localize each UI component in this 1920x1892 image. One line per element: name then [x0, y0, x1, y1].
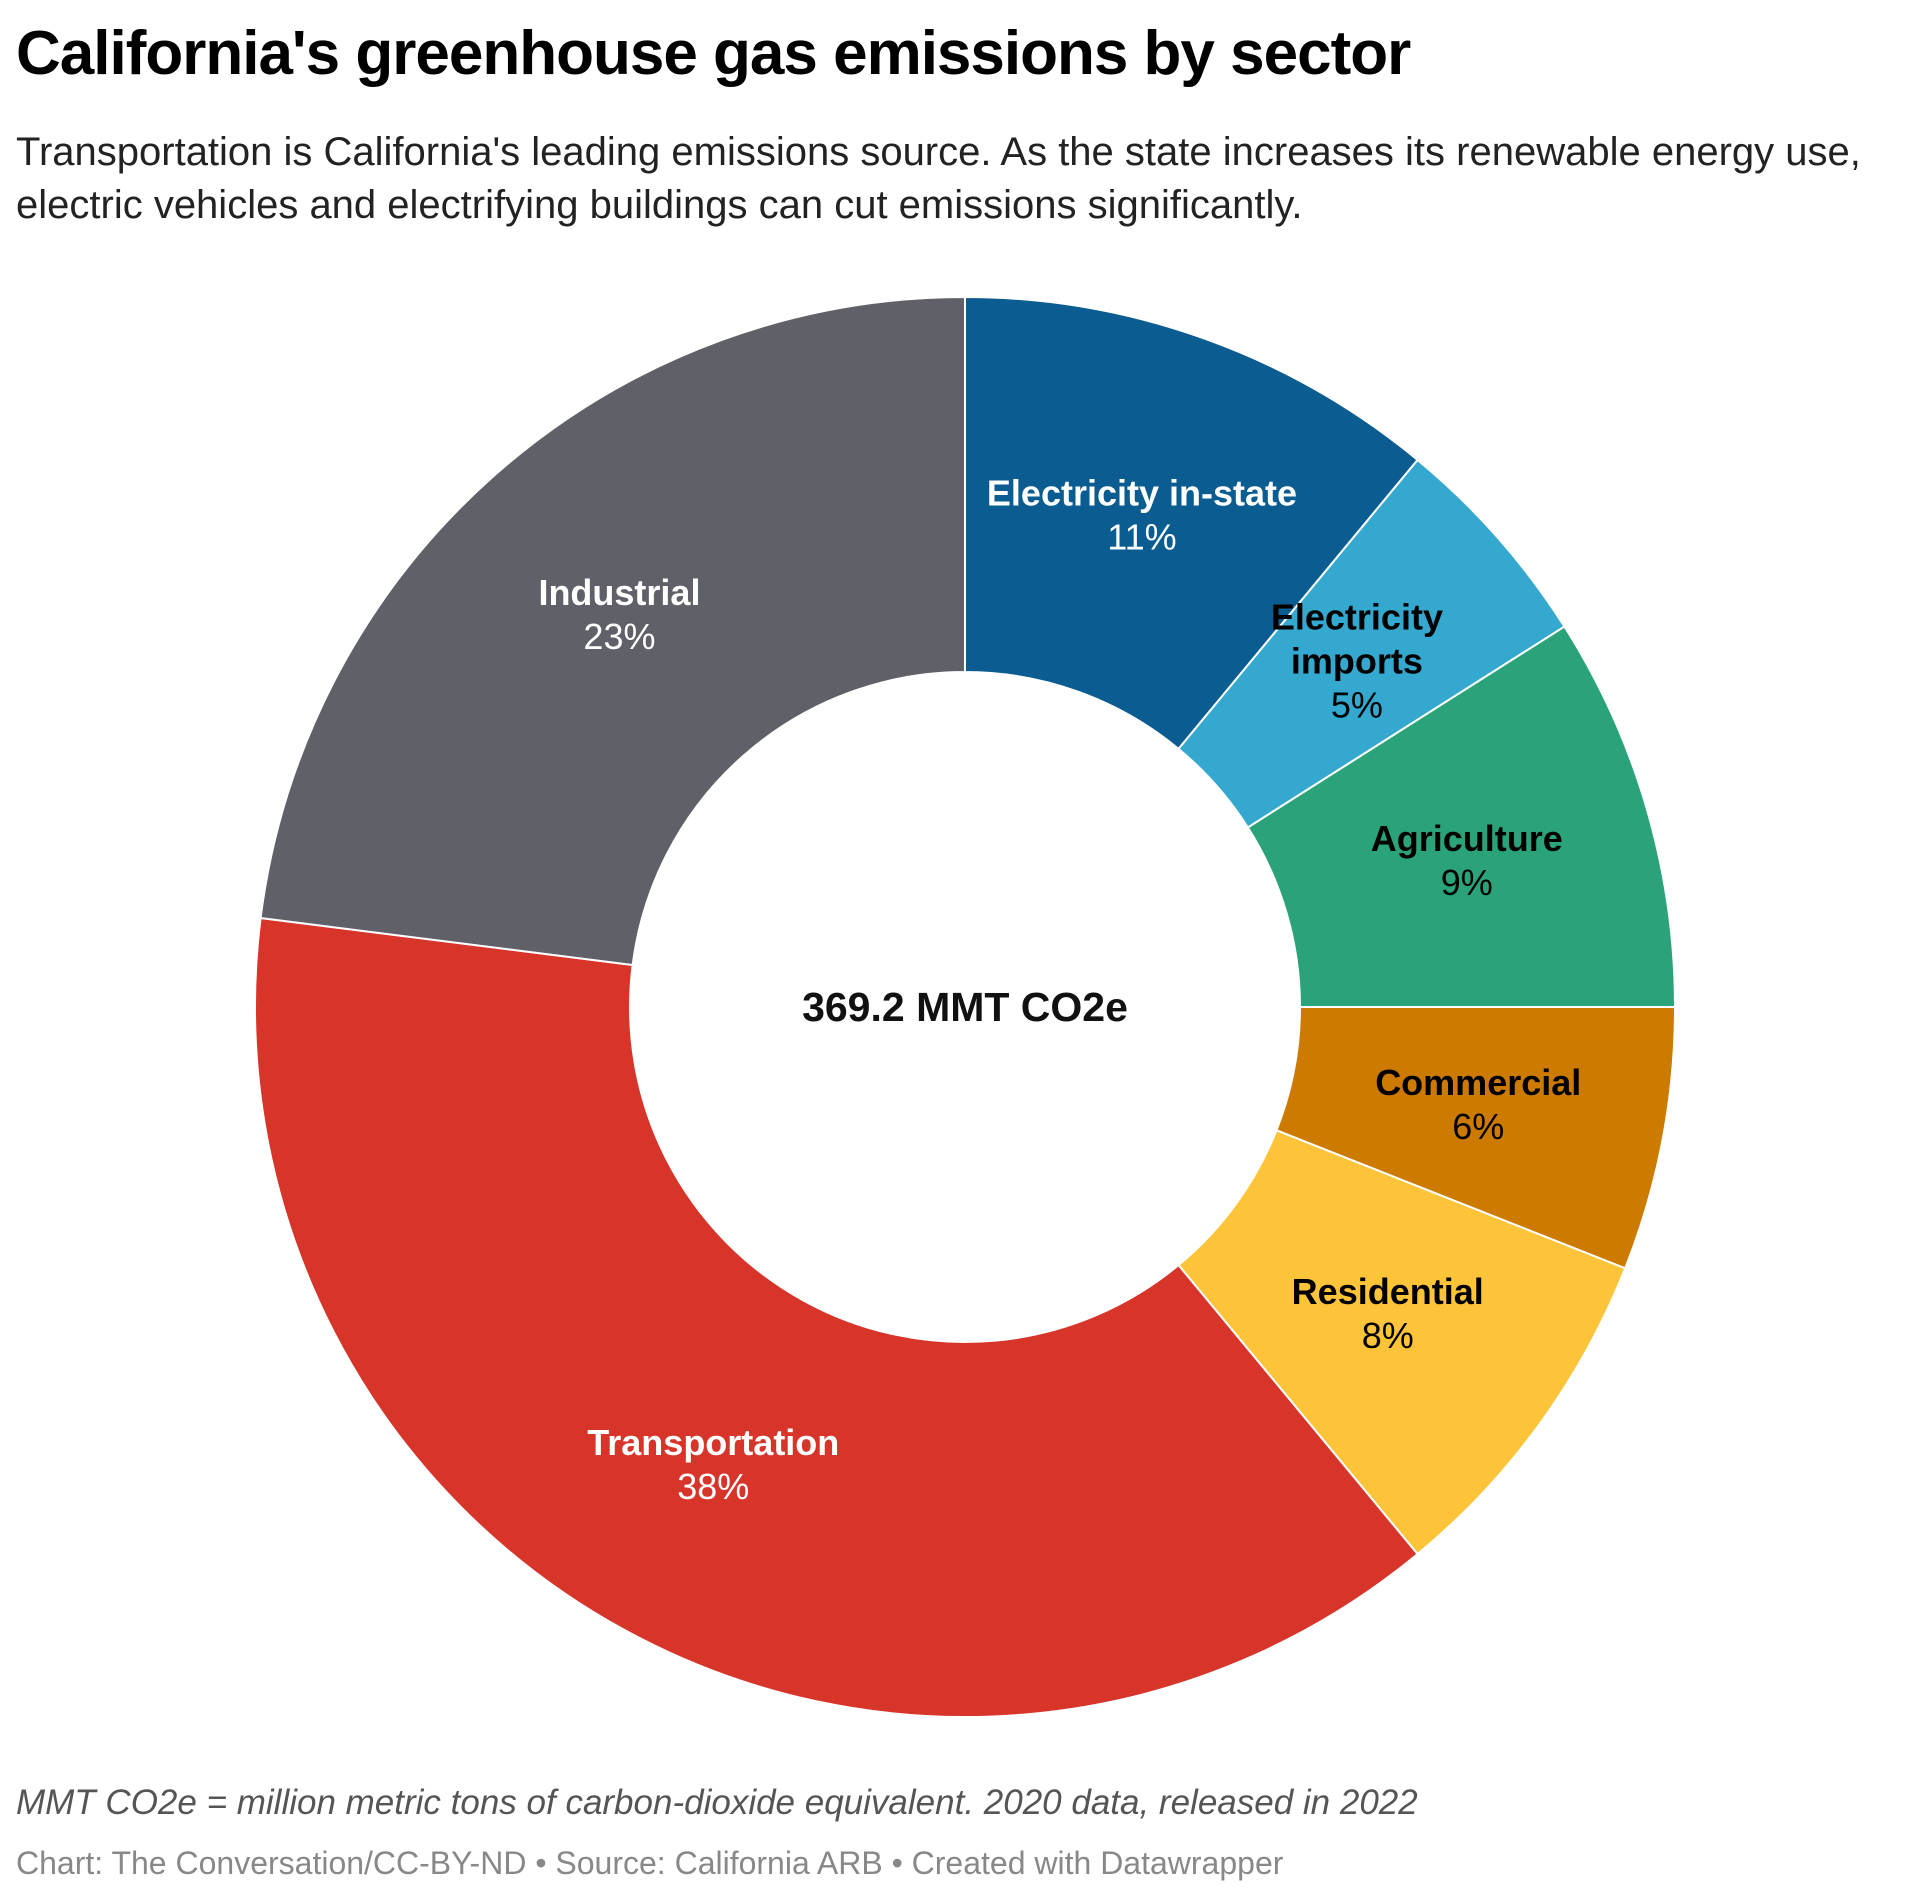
slice-agriculture	[1246, 625, 1677, 1008]
slice-value: 11%	[1107, 516, 1176, 557]
chart-note: MMT CO2e = million metric tons of carbon…	[16, 1783, 1418, 1822]
slice-value: 8%	[1362, 1315, 1414, 1356]
slice-electricity-in-state	[964, 295, 1419, 751]
donut-chart: Electricity in-state 11% Electricity import…	[254, 295, 1677, 1718]
chart-subtitle: Transportation is California's leading e…	[16, 130, 1861, 227]
slice-label: Transportation 38%	[587, 1422, 839, 1507]
slice-label: Commercial 6%	[1375, 1062, 1581, 1147]
slice-value: 6%	[1452, 1106, 1504, 1147]
slice-name: Agriculture	[1371, 818, 1563, 859]
slice-name: Transportation	[587, 1422, 839, 1463]
slice-label: Industrial 23%	[538, 572, 700, 657]
slice-value: 5%	[1331, 684, 1383, 725]
slice-value: 38%	[677, 1466, 749, 1507]
slice-value: 23%	[583, 616, 655, 657]
chart-source: Chart: The Conversation/CC-BY-ND • Sourc…	[16, 1845, 1284, 1881]
slice-value: 9%	[1441, 862, 1493, 903]
slice-name: Residential	[1292, 1271, 1484, 1312]
slice-name: imports	[1291, 640, 1423, 681]
slice-residential	[1177, 1129, 1627, 1556]
chart-title: California's greenhouse gas emissions by…	[16, 19, 1411, 88]
slice-name: Industrial	[538, 572, 700, 613]
slice-label: Agriculture 9%	[1371, 818, 1563, 903]
slice-name: Electricity in-state	[987, 472, 1297, 513]
slice-name: Commercial	[1375, 1062, 1581, 1103]
slice-label: Residential 8%	[1292, 1271, 1484, 1356]
slice-transportation	[254, 916, 1419, 1718]
slice-name: Electricity	[1271, 596, 1443, 637]
center-label: 369.2 MMT CO2e	[802, 984, 1128, 1030]
slice-label: Electricity in-state 11%	[987, 472, 1297, 557]
slice-industrial	[259, 295, 966, 967]
slice-label: Electricity imports 5%	[1271, 596, 1443, 725]
